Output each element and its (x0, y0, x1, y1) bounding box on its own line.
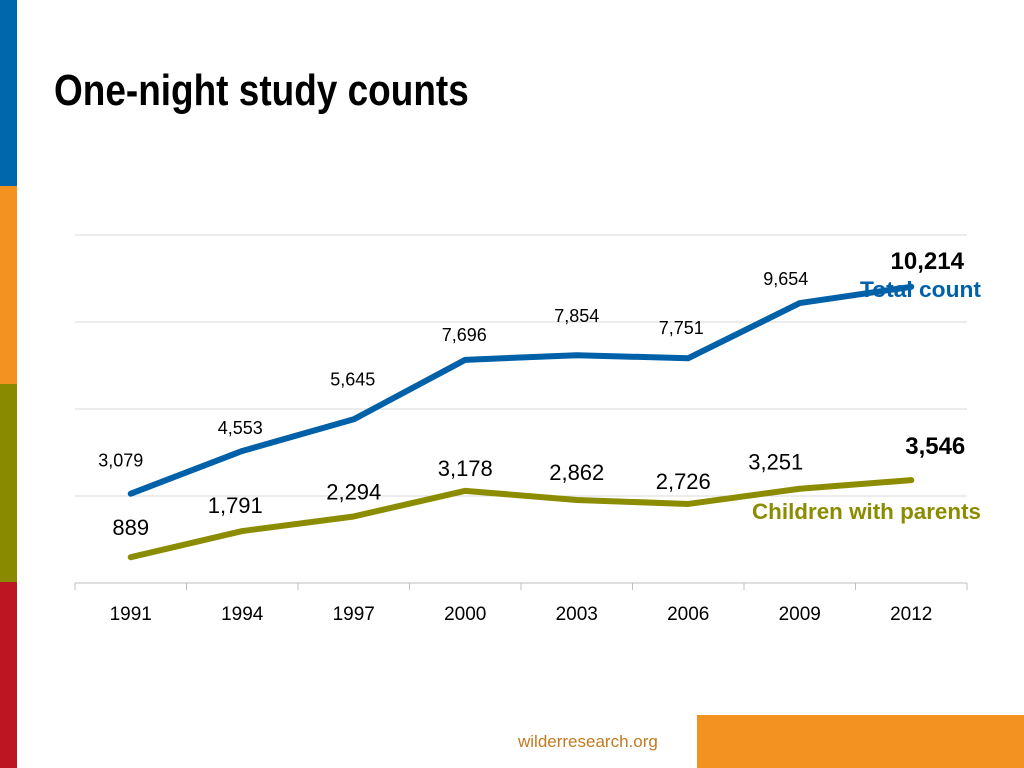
data-point-total-count-2009 (799, 302, 801, 304)
series-label-total-count: Total count (860, 277, 982, 302)
stripe-red (0, 582, 17, 768)
data-point-total-count-1994 (241, 450, 243, 452)
x-tick-label-2003: 2003 (556, 604, 598, 625)
stripe-blue (0, 0, 17, 186)
slide-title: One-night study counts (54, 66, 469, 115)
data-label-total-count-1994: 4,553 (218, 418, 263, 438)
data-label-total-count-2003: 7,854 (554, 306, 599, 326)
footer-orange-bar (697, 715, 1024, 768)
data-point-children-with-parents-1994 (241, 530, 243, 532)
data-point-children-with-parents-2009 (799, 488, 801, 490)
x-tick-label-1991: 1991 (110, 604, 152, 625)
stripe-olive (0, 384, 17, 582)
data-label-children-with-parents-1997: 2,294 (326, 479, 381, 504)
data-label-children-with-parents-2000: 3,178 (438, 456, 493, 481)
data-point-children-with-parents-2006 (687, 503, 689, 505)
series-line-children-with-parents (127, 477, 915, 561)
x-tick-label-1994: 1994 (221, 604, 264, 625)
data-label-total-count-2012: 10,214 (891, 248, 965, 275)
data-point-total-count-1991 (130, 493, 132, 495)
data-point-total-count-2003 (576, 354, 578, 356)
data-point-total-count-2006 (687, 357, 689, 359)
data-label-children-with-parents-2009: 3,251 (748, 450, 803, 475)
data-point-children-with-parents-1997 (353, 515, 355, 517)
data-label-total-count-1997: 5,645 (330, 369, 375, 389)
data-label-children-with-parents-2003: 2,862 (549, 460, 604, 485)
data-label-children-with-parents-1991: 889 (112, 515, 149, 540)
data-point-children-with-parents-2003 (576, 499, 578, 501)
data-label-total-count-2009: 9,654 (763, 269, 808, 289)
data-label-children-with-parents-1994: 1,791 (208, 493, 263, 518)
data-label-children-with-parents-2006: 2,726 (656, 469, 711, 494)
x-tick-label-1997: 1997 (333, 604, 375, 625)
data-point-total-count-2012 (910, 286, 912, 288)
series-label-children-with-parents: Children with parents (752, 499, 981, 524)
data-label-total-count-1991: 3,079 (98, 451, 143, 471)
data-label-total-count-2006: 7,751 (659, 318, 704, 338)
data-point-total-count-1997 (353, 418, 355, 420)
x-tick-label-2012: 2012 (890, 604, 932, 625)
data-point-total-count-2000 (464, 359, 466, 361)
data-label-total-count-2000: 7,696 (442, 325, 487, 345)
series-line-total-count (127, 283, 915, 497)
footer-url[interactable]: wilderresearch.org (518, 732, 658, 751)
x-tick-label-2006: 2006 (667, 604, 709, 625)
data-point-children-with-parents-2012 (910, 479, 912, 481)
x-tick-label-2009: 2009 (779, 604, 821, 625)
data-point-children-with-parents-1991 (130, 556, 132, 558)
data-label-children-with-parents-2012: 3,546 (905, 433, 965, 460)
x-tick-label-2000: 2000 (444, 604, 486, 625)
stripe-orange (0, 186, 17, 384)
data-point-children-with-parents-2000 (464, 490, 466, 492)
